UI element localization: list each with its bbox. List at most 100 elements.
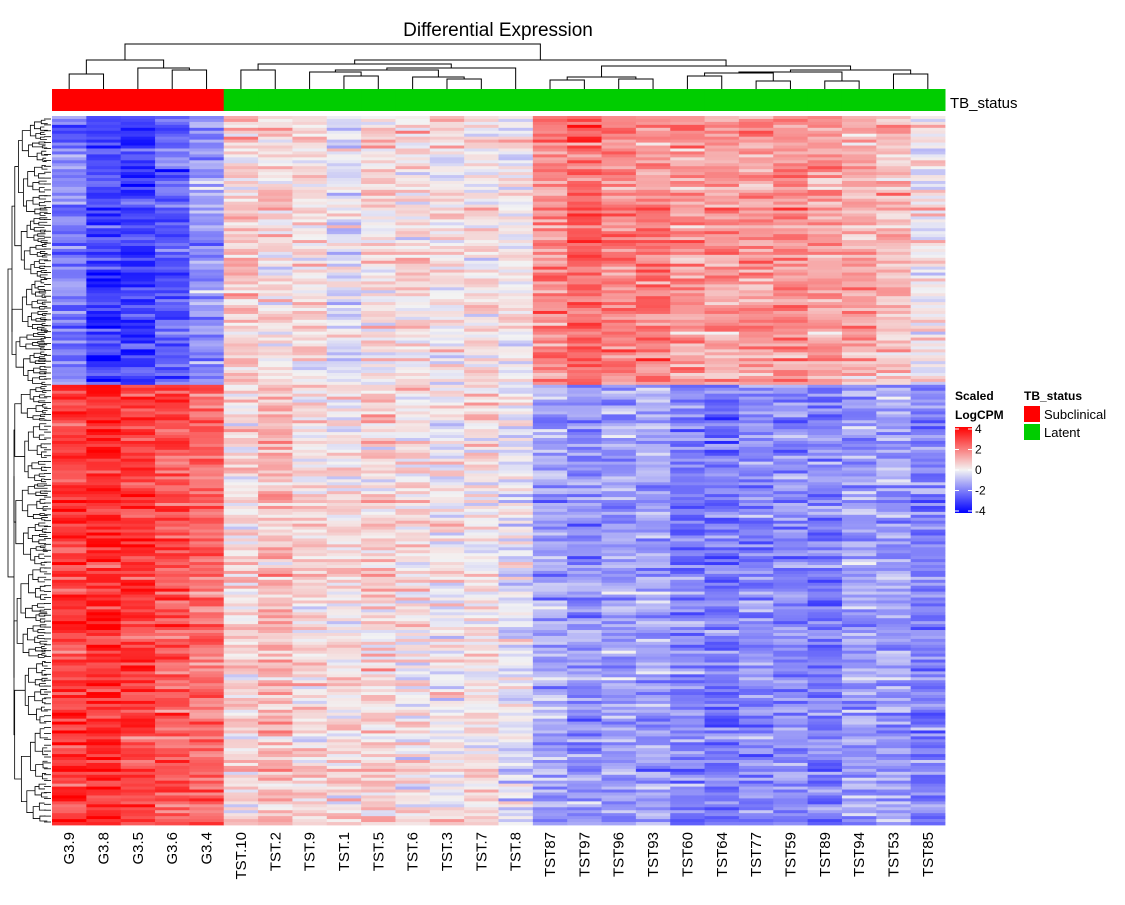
- heatmap-cell: [705, 429, 740, 432]
- heatmap-cell: [876, 518, 911, 521]
- heatmap-cell: [739, 606, 774, 609]
- heatmap-cell: [567, 624, 602, 627]
- heatmap-cell: [155, 163, 190, 166]
- heatmap-cell: [361, 491, 396, 494]
- heatmap-cell: [808, 358, 843, 361]
- heatmap-cell: [670, 208, 705, 211]
- heatmap-cell: [258, 447, 293, 450]
- heatmap-cell: [808, 290, 843, 293]
- heatmap-cell: [499, 565, 534, 568]
- heatmap-cell: [189, 222, 224, 225]
- heatmap-cell: [121, 178, 156, 181]
- heatmap-cell: [430, 172, 465, 175]
- dendrogram-branch: [37, 253, 42, 257]
- heatmap-cell: [327, 187, 362, 190]
- heatmap-cell: [876, 308, 911, 311]
- heatmap-cell: [602, 343, 637, 346]
- heatmap-cell: [842, 482, 877, 485]
- heatmap-cell: [327, 453, 362, 456]
- heatmap-cell: [361, 125, 396, 128]
- heatmap-cell: [189, 417, 224, 420]
- heatmap-cell: [258, 146, 293, 149]
- heatmap-cell: [876, 476, 911, 479]
- heatmap-cell: [121, 509, 156, 512]
- heatmap-cell: [499, 216, 534, 219]
- heatmap-cell: [121, 408, 156, 411]
- heatmap-cell: [292, 636, 327, 639]
- heatmap-cell: [430, 420, 465, 423]
- heatmap-cell: [395, 598, 430, 601]
- heatmap-cell: [602, 379, 637, 382]
- heatmap-cell: [86, 290, 121, 293]
- heatmap-cell: [911, 512, 946, 515]
- heatmap-cell: [258, 240, 293, 243]
- heatmap-cell: [361, 270, 396, 273]
- heatmap-cell: [430, 462, 465, 465]
- heatmap-cell: [155, 544, 190, 547]
- heatmap-cell: [292, 119, 327, 122]
- heatmap-cell: [876, 278, 911, 281]
- heatmap-cell: [739, 305, 774, 308]
- heatmap-cell: [292, 438, 327, 441]
- heatmap-cell: [327, 426, 362, 429]
- heatmap-cell: [808, 178, 843, 181]
- heatmap-cell: [121, 252, 156, 255]
- heatmap-cell: [327, 249, 362, 252]
- heatmap-cell: [499, 166, 534, 169]
- heatmap-cell: [361, 202, 396, 205]
- heatmap-cell: [464, 509, 499, 512]
- heatmap-cell: [670, 633, 705, 636]
- heatmap-cell: [636, 550, 671, 553]
- heatmap-cell: [499, 332, 534, 335]
- heatmap-cell: [430, 603, 465, 606]
- heatmap-cell: [499, 630, 534, 633]
- heatmap-cell: [636, 317, 671, 320]
- heatmap-cell: [258, 497, 293, 500]
- heatmap-cell: [533, 119, 568, 122]
- heatmap-cell: [636, 184, 671, 187]
- row-dendrogram: [8, 119, 51, 822]
- heatmap-cell: [602, 323, 637, 326]
- heatmap-cell: [636, 538, 671, 541]
- heatmap-cell: [842, 592, 877, 595]
- heatmap-cell: [361, 394, 396, 397]
- heatmap-cell: [842, 228, 877, 231]
- heatmap-cell: [258, 202, 293, 205]
- heatmap-cell: [499, 349, 534, 352]
- heatmap-cell: [292, 533, 327, 536]
- heatmap-cell: [189, 482, 224, 485]
- heatmap-cell: [395, 621, 430, 624]
- heatmap-cell: [121, 468, 156, 471]
- heatmap-cell: [52, 358, 87, 361]
- heatmap-cell: [670, 125, 705, 128]
- heatmap-cell: [189, 196, 224, 199]
- heatmap-cell: [636, 249, 671, 252]
- heatmap-cell: [121, 447, 156, 450]
- heatmap-cell: [739, 302, 774, 305]
- heatmap-cell: [86, 509, 121, 512]
- heatmap-cell: [430, 184, 465, 187]
- heatmap-cell: [533, 193, 568, 196]
- heatmap-cell: [911, 500, 946, 503]
- heatmap-cell: [808, 482, 843, 485]
- heatmap-cell: [739, 131, 774, 134]
- heatmap-cell: [189, 205, 224, 208]
- heatmap-cell: [876, 116, 911, 119]
- heatmap-cell: [52, 125, 87, 128]
- heatmap-cell: [52, 346, 87, 349]
- annotation-cell: [636, 89, 671, 111]
- heatmap-cell: [808, 568, 843, 571]
- heatmap-cell: [705, 234, 740, 237]
- heatmap-cell: [876, 355, 911, 358]
- heatmap-cell: [86, 323, 121, 326]
- heatmap-cell: [189, 565, 224, 568]
- heatmap-cell: [739, 296, 774, 299]
- heatmap-cell: [499, 618, 534, 621]
- heatmap-cell: [911, 199, 946, 202]
- heatmap-cell: [636, 447, 671, 450]
- heatmap-cell: [705, 571, 740, 574]
- heatmap-cell: [705, 630, 740, 633]
- heatmap-cell: [86, 329, 121, 332]
- heatmap-cell: [224, 205, 259, 208]
- dendrogram-branch: [38, 630, 46, 633]
